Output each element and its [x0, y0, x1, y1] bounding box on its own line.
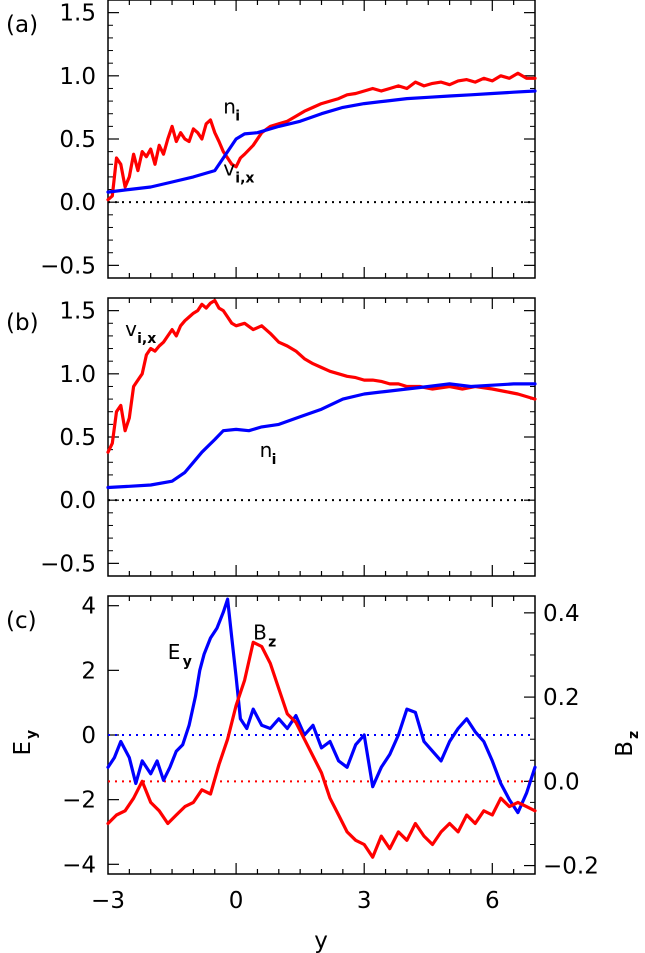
panel-c-annotation-sub: y	[183, 654, 192, 670]
panel-a-frame	[107, 0, 536, 279]
panel-c-x-tick-label: −3	[91, 888, 125, 914]
panel-a-y-tick-label: 1.5	[59, 1, 96, 27]
panel-b-annotation-sub: i,x	[137, 331, 156, 347]
panel-b-annotations: v i,x n i	[125, 317, 276, 468]
left-y-axis-label-sub: y	[24, 730, 40, 739]
panel-a-y-tick-label: 0.0	[59, 190, 96, 216]
panel-c-right-y-tick-label: 0.0	[543, 769, 580, 795]
panel-a-annotation-vix: v i,x	[223, 157, 254, 187]
panel-b-y-tick-label: 0.0	[59, 488, 96, 514]
panel-b-series-vix	[106, 298, 537, 454]
x-axis-label: y	[314, 928, 328, 953]
right-y-axis-label-sub: z	[626, 731, 642, 739]
panel-c-y-tick-label: 2	[81, 658, 96, 684]
right-y-axis-label-main: B	[612, 741, 638, 757]
panel-b-annotation-vix: v i,x	[125, 317, 156, 347]
panel-b-annotation-sub: i	[272, 452, 277, 468]
panel-a-annotation-sub: i	[235, 109, 240, 125]
panel-a-annotation-sub: i,x	[235, 171, 254, 187]
left-y-axis-label: E y	[10, 730, 40, 756]
panel-a: (a) −0.5 0.0 0.5 1.0 1.5 n i v i,x	[6, 0, 537, 279]
panel-c-series	[106, 597, 537, 859]
panel-b-x-ticks	[128, 298, 515, 576]
panel-c-y-tick-label: 0	[81, 723, 96, 749]
panel-c-x-tick-label: 3	[357, 888, 372, 914]
panel-a-annotation-main: v	[223, 157, 235, 181]
panel-a-series	[106, 71, 537, 202]
panel-c-annotation-main: B	[253, 621, 267, 645]
panel-b-series-ni	[106, 382, 537, 490]
panel-a-y-tick-label: −0.5	[40, 253, 96, 279]
panel-a-series-ni	[106, 89, 537, 194]
panel-a-series-vix	[106, 71, 537, 202]
panel-b-series	[106, 298, 537, 490]
panel-c-y-tick-label: −4	[62, 852, 96, 878]
panel-b-annotation-main: n	[260, 438, 273, 462]
panel-c-label: (c)	[6, 608, 37, 634]
left-y-axis-label-main: E	[10, 741, 36, 756]
panel-b: (b) −0.5 0.0 0.5 1.0 1.5 v i,x n i	[6, 297, 537, 577]
panel-a-y-ticks: −0.5 0.0 0.5 1.0 1.5	[40, 0, 535, 279]
panel-c-y-tick-label: −2	[62, 788, 96, 814]
panel-c-series-ey	[106, 597, 537, 815]
panel-b-y-ticks: −0.5 0.0 0.5 1.0 1.5	[40, 297, 535, 577]
panel-c-right-y-tick-label: 0.2	[543, 685, 580, 711]
panel-a-annotation-main: n	[223, 95, 236, 119]
panel-c-x-tick-label: 6	[485, 888, 500, 914]
panel-b-y-tick-label: 1.0	[59, 362, 96, 388]
panel-c-annotation-sub: z	[268, 635, 276, 651]
panel-c-right-y-tick-label: 0.4	[543, 601, 580, 627]
panel-b-y-tick-label: 1.5	[59, 299, 96, 325]
panel-c-right-y-ticks: −0.2 0.0 0.2 0.4	[524, 601, 599, 880]
panel-c-left-y-ticks: −4 −2 0 2 4	[62, 594, 119, 878]
panel-c-zero-lines	[108, 734, 535, 783]
panel-b-frame	[107, 297, 536, 577]
panel-c-x-ticks: −3 0 3 6	[91, 596, 515, 914]
panel-b-annotation-main: v	[125, 317, 137, 341]
panel-a-y-tick-label: 0.5	[59, 127, 96, 153]
panel-b-y-tick-label: −0.5	[40, 551, 96, 577]
panel-c-y-tick-label: 4	[81, 594, 96, 620]
panel-b-y-tick-label: 0.5	[59, 425, 96, 451]
right-y-axis-label: B z	[612, 731, 642, 757]
panel-c-series-bz	[106, 640, 537, 859]
panel-b-label: (b)	[6, 310, 39, 336]
panel-a-annotations: n i v i,x	[223, 95, 254, 187]
panel-a-x-ticks	[128, 0, 515, 278]
panel-c-x-tick-label: 0	[229, 888, 244, 914]
panel-c-annotation-main: E	[168, 640, 181, 664]
panel-c-right-y-tick-label: −0.2	[543, 854, 599, 880]
panel-a-label: (a)	[6, 12, 38, 38]
panel-a-y-tick-label: 1.0	[59, 64, 96, 90]
